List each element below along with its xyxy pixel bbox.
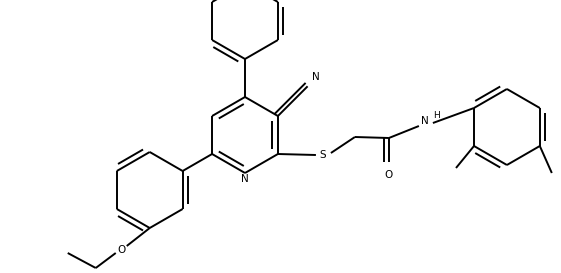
Text: O: O [385, 170, 393, 180]
Text: H: H [434, 111, 440, 120]
Text: S: S [320, 150, 326, 160]
Text: N: N [312, 72, 320, 82]
Text: N: N [421, 116, 429, 126]
Text: O: O [118, 245, 126, 255]
Text: N: N [241, 174, 249, 184]
